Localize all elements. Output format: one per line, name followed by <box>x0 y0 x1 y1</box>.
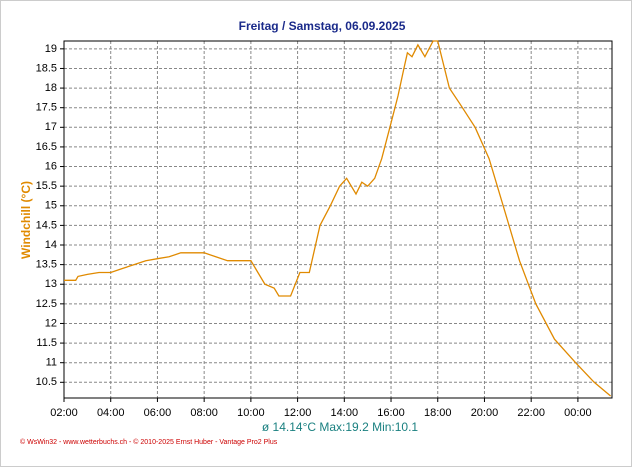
y-tick-label: 13.5 <box>36 259 57 271</box>
y-axis-label: Windchill (°C) <box>19 181 33 259</box>
data-line <box>64 40 612 397</box>
y-tick-label: 11 <box>46 357 57 369</box>
x-tick-label: 06:00 <box>144 407 172 419</box>
y-tick-label: 18 <box>45 82 57 94</box>
x-tick-label: 08:00 <box>190 407 218 419</box>
y-tick-label: 17 <box>45 121 57 133</box>
stats: ø 14.14°C Max:19.2 Min:10.1 <box>262 420 419 434</box>
y-tick-label: 14 <box>45 239 57 251</box>
y-tick-label: 10.5 <box>36 376 57 388</box>
y-tick-label: 12 <box>45 317 57 329</box>
x-tick-label: 00:00 <box>564 407 592 419</box>
y-tick-label: 15 <box>45 200 57 212</box>
footer: © WsWin32 - www.wetterbuchs.ch - © 2010-… <box>20 438 278 446</box>
y-tick-label: 14.5 <box>36 219 57 231</box>
x-tick-label: 10:00 <box>237 407 265 419</box>
chart-title: Freitag / Samstag, 06.09.2025 <box>239 19 406 33</box>
x-tick-label: 12:00 <box>284 407 312 419</box>
y-tick-label: 17.5 <box>36 102 57 114</box>
x-tick-label: 22:00 <box>517 407 545 419</box>
y-tick-label: 16 <box>45 160 57 172</box>
plot-area <box>64 41 612 398</box>
x-tick-label: 16:00 <box>377 407 405 419</box>
x-tick-label: 18:00 <box>424 407 452 419</box>
plot-border <box>63 40 613 399</box>
y-tick-label: 15.5 <box>36 180 57 192</box>
x-tick-label: 02:00 <box>50 407 78 419</box>
y-tick-label: 16.5 <box>36 141 57 153</box>
y-tick-label: 13 <box>45 278 57 290</box>
x-tick-label: 14:00 <box>331 407 359 419</box>
y-tick-label: 12.5 <box>36 298 57 310</box>
x-tick-label: 04:00 <box>97 407 125 419</box>
y-tick-label: 18.5 <box>36 62 57 74</box>
y-tick-label: 19 <box>45 43 57 55</box>
y-tick-label: 11.5 <box>36 337 57 349</box>
x-tick-label: 20:00 <box>471 407 499 419</box>
